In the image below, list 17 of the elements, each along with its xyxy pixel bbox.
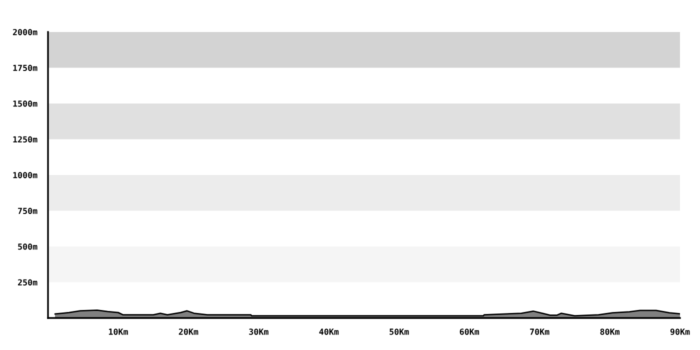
y-tick-label: 1250m (13, 136, 38, 143)
x-tick-label: 10Km (108, 328, 128, 335)
x-tick-label: 70Km (530, 328, 550, 335)
y-tick-label: 500m (18, 243, 38, 250)
y-tick-label: 1000m (13, 172, 38, 178)
y-tick-label: 1500m (13, 100, 38, 107)
x-tick-label: 90Km (670, 328, 690, 335)
x-tick-label: 60Km (460, 328, 480, 335)
x-tick-label: 40Km (319, 328, 339, 335)
x-tick-label: 30Km (249, 328, 268, 335)
y-tick-label: 2000m (12, 28, 38, 36)
x-tick-label: 20Km (178, 328, 198, 335)
x-tick-label: 80Km (600, 328, 620, 335)
y-tick-label: 750m (18, 208, 38, 214)
x-tick-label: 50Km (390, 328, 409, 335)
y-tick-label: 250m (18, 279, 38, 286)
y-tick-label: 1750m (13, 64, 38, 72)
